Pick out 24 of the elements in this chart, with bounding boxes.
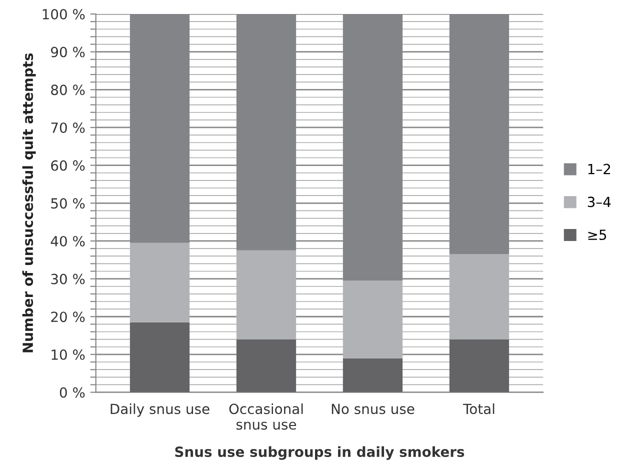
x-tick-label: Occasional snus use — [229, 403, 303, 430]
bar — [342, 358, 403, 392]
bar — [236, 339, 296, 392]
y-tick-label: 60 % — [51, 160, 85, 171]
x-tick-label: Total — [462, 403, 494, 414]
y-tick-label: 10 % — [52, 349, 85, 360]
bar — [130, 322, 190, 392]
legend-label: 3–4 — [588, 196, 611, 208]
legend-label: 1–2 — [588, 164, 610, 174]
x-axis-title: Snus use subgroups in daily smokers — [175, 446, 464, 460]
y-tick-label: 80 % — [51, 84, 85, 96]
y-tick-label: 0 % — [60, 387, 85, 398]
y-tick-label: 100 % — [42, 8, 85, 20]
y-tick-label: 30 % — [51, 274, 85, 284]
legend-label: ≥5 — [588, 230, 606, 240]
y-tick-label: 90 % — [51, 46, 85, 58]
y-tick-label: 50 % — [51, 198, 85, 209]
x-tick-label: No snus use — [332, 404, 414, 414]
y-axis-title: Number of unsuccessful quit attempts — [22, 53, 36, 352]
y-tick-label: 20 % — [51, 312, 85, 322]
x-tick-label: Daily snus use — [110, 403, 210, 417]
y-tick-label: 40 % — [50, 236, 85, 246]
y-tick-label: 70 % — [51, 122, 85, 133]
bar — [449, 339, 510, 392]
